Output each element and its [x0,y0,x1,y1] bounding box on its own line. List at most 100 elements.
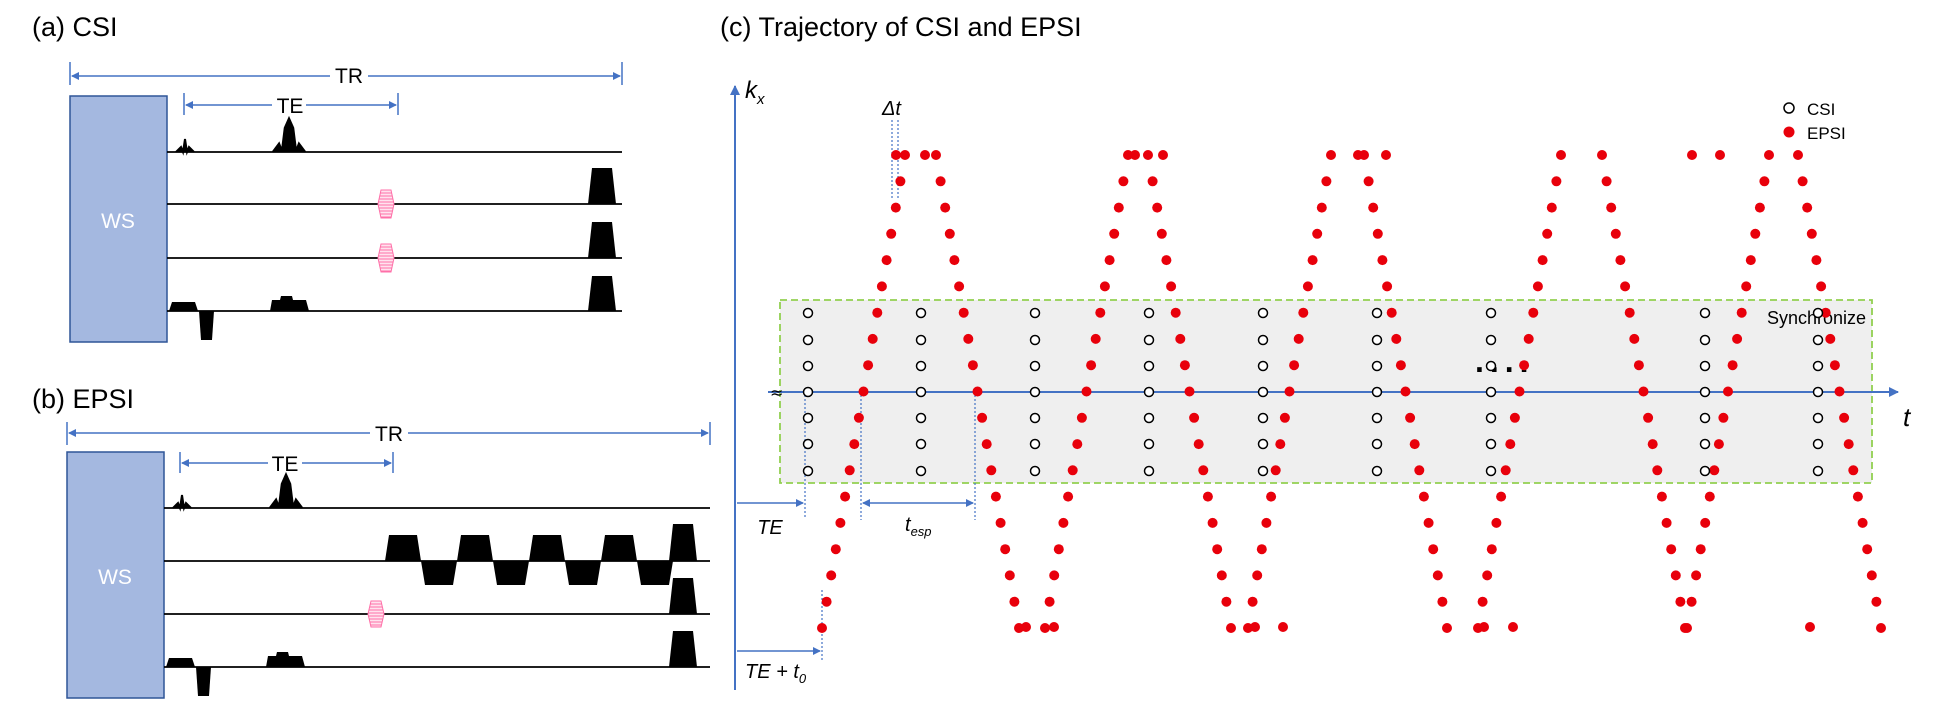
epsi-point [1666,544,1677,555]
epsi-point [1044,596,1055,607]
epsi-point [863,360,874,371]
epsi-point [1759,176,1770,187]
epsi-point [1086,360,1097,371]
epsi-point [1058,517,1069,528]
epsi-point [1745,255,1756,266]
epsi-point [1852,491,1863,502]
epsi-point [963,333,974,344]
csi-point [1485,412,1497,424]
epsi-point [1284,386,1295,397]
epsi-point [1834,386,1845,397]
slice-gradient-b [166,658,195,667]
epsi-point [1326,150,1336,160]
csi-point [1143,360,1155,372]
epsi-point [1147,176,1158,187]
spoiler-a-2 [377,243,395,273]
epsi-point [1793,150,1803,160]
epsi-point [954,281,965,292]
rf-pulse-180-b [269,471,303,509]
csi-point [1029,386,1041,398]
csi-point [1257,438,1269,450]
csi-point [1143,334,1155,346]
epsi-point [895,176,906,187]
csi-point [802,438,814,450]
rf-pulse-90-a [175,138,195,156]
epsi-point [1811,255,1822,266]
epsi-point [1221,596,1232,607]
epsi-point [821,596,832,607]
epsi-point [967,360,978,371]
csi-point [1699,438,1711,450]
epsi-point [876,281,887,292]
epsi-point [1428,544,1439,555]
csi-point [1029,465,1041,477]
epsi-point [1109,228,1120,239]
epsi-point [1152,202,1163,213]
legend-epsi-marker [1783,126,1795,138]
epsi-point [1556,150,1566,160]
epsi-point [1806,228,1817,239]
epsi-point [1519,360,1530,371]
epsi-point [1175,333,1186,344]
epsi-point [886,228,897,239]
epsi-point [1372,228,1383,239]
csi-point [1812,334,1824,346]
epsi-point [1629,333,1640,344]
epsi-point [1000,544,1011,555]
epsi-point [1601,176,1612,187]
epsi-point [1839,412,1850,423]
epsi-point [1736,307,1747,318]
epsi-point [1652,465,1663,476]
epsi-point [1643,412,1654,423]
epsi-point [1368,202,1379,213]
csi-point [1699,412,1711,424]
epsi-point [1606,202,1617,213]
epsi-point [1537,255,1548,266]
epsi-point [1261,517,1272,528]
csi-point [1812,360,1824,372]
epsi-point [1670,570,1681,581]
epsi-turn-point [1687,150,1697,160]
refocus-gradient-b [266,652,305,667]
epsi-point [1307,255,1318,266]
epsi-point [1820,307,1831,318]
epsi-turn-point [1508,622,1518,632]
epsi-point [981,439,992,450]
epsi-point [1754,202,1765,213]
csi-point [915,334,927,346]
tr-dimension-a: TR [69,62,623,88]
crusher-b-3 [669,631,697,667]
epsi-point [977,412,988,423]
epsi-point [1661,517,1672,528]
epsi-point [1009,596,1020,607]
epsi-point [1198,465,1209,476]
epsi-point [890,202,901,213]
csi-point [1699,465,1711,477]
legend: CSI EPSI [1783,100,1846,143]
epsi-point [1432,570,1443,581]
epsi-point [1482,570,1493,581]
epsi-point [944,228,955,239]
panel-b-epsi: (b) EPSI TR TE WS [32,384,711,699]
rephase-gradient-b [196,667,211,696]
epsi-point [1293,333,1304,344]
epsi-point [1514,386,1525,397]
epsi-point [1551,176,1562,187]
epsi-point [1170,307,1181,318]
panel-b-title: (b) EPSI [32,384,134,414]
epi-lobe [385,535,421,561]
epsi-point [835,517,846,528]
epsi-point [972,386,983,397]
crusher-a-1 [588,168,616,204]
csi-point [915,360,927,372]
epsi-point [1143,150,1153,160]
csi-point [915,438,927,450]
epsi-turn-point [1479,622,1489,632]
csi-point [1699,334,1711,346]
csi-point [1143,465,1155,477]
csi-point [1029,334,1041,346]
epi-readout-gradient [385,535,673,585]
csi-point [1257,465,1269,477]
spoiler-a-1 [377,189,395,219]
epsi-point [1638,386,1649,397]
